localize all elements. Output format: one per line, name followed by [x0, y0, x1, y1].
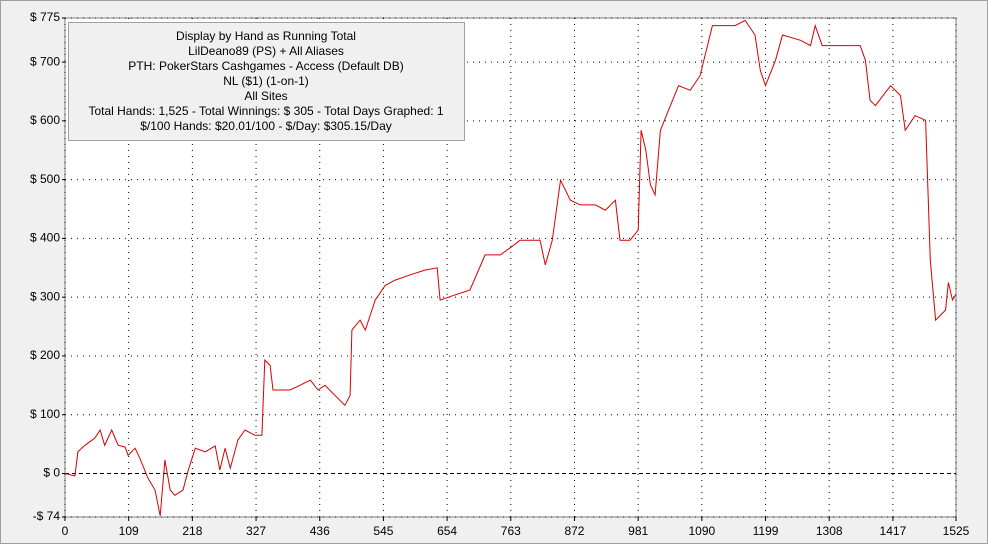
y-tick-label: $ 100 [30, 407, 60, 421]
x-tick-label: 436 [310, 524, 330, 538]
y-tick-label: -$ 74 [33, 509, 61, 523]
x-tick-label: 0 [62, 524, 69, 538]
info-text: All Sites [244, 89, 287, 103]
x-tick-label: 1525 [943, 524, 970, 538]
series-line [64, 19, 957, 516]
x-tick-label: 109 [119, 524, 139, 538]
info-text: $/100 Hands: $20.01/100 - $/Day: $305.15… [140, 119, 392, 133]
x-tick-label: 1090 [688, 524, 715, 538]
info-box: Display by Hand as Running TotalLilDeano… [68, 22, 465, 141]
lines [64, 19, 957, 516]
y-tick-label: $ 700 [30, 54, 60, 68]
info-text: LilDeano89 (PS) + All Aliases [188, 44, 344, 58]
y-tick-label: $ 400 [30, 231, 60, 245]
info-box-bg [68, 22, 465, 141]
y-tick-label: $ 200 [30, 348, 60, 362]
info-text: Total Hands: 1,525 - Total Winnings: $ 3… [88, 104, 443, 118]
x-tick-label: 981 [628, 524, 648, 538]
x-tick-label: 1199 [753, 524, 779, 538]
info-text: NL ($1) (1-on-1) [223, 74, 309, 88]
x-tick-label: 1417 [880, 524, 907, 538]
x-tick-label: 1308 [816, 524, 843, 538]
y-tick-label: $ 0 [43, 466, 60, 480]
x-tick-label: 654 [437, 524, 457, 538]
y-tick-label: $ 500 [30, 172, 60, 186]
x-tick-label: 545 [373, 524, 393, 538]
x-tick-label: 327 [246, 524, 266, 538]
y-tick-label: $ 300 [30, 289, 60, 303]
info-text: Display by Hand as Running Total [176, 29, 356, 43]
grid [64, 17, 957, 518]
x-tick-label: 218 [182, 524, 202, 538]
x-tick-label: 763 [501, 524, 521, 538]
y-tick-label: $ 600 [30, 113, 60, 127]
y-tick-label: $ 775 [30, 10, 60, 24]
x-tick-label: 872 [564, 524, 584, 538]
info-text: PTH: PokerStars Cashgames - Access (Defa… [128, 59, 403, 73]
